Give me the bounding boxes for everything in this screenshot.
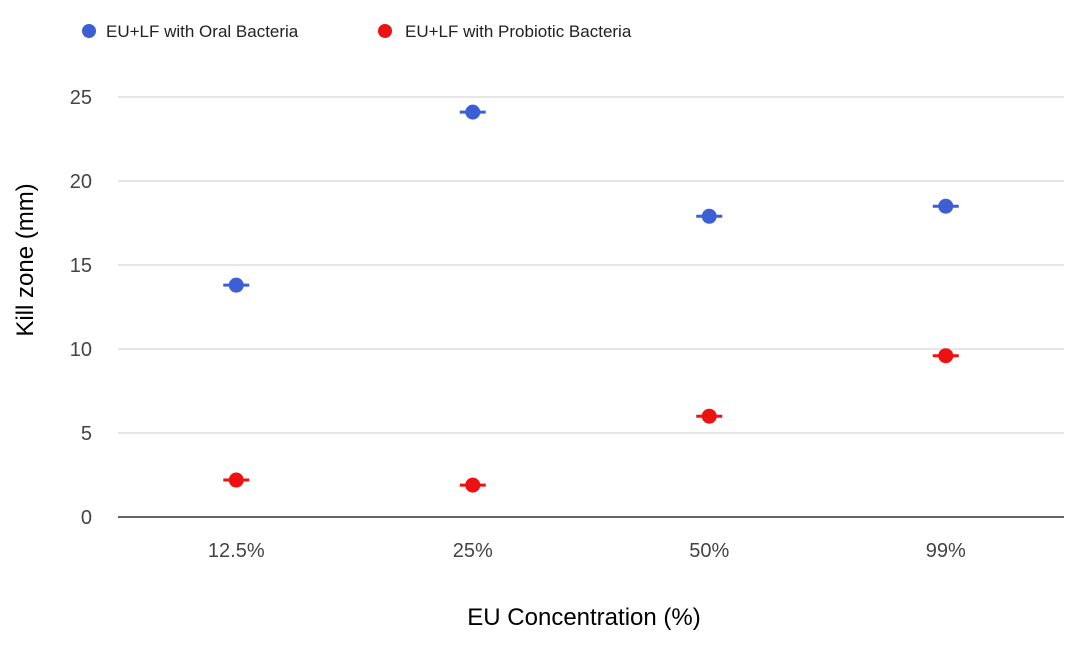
- series-probiotic: [223, 348, 959, 493]
- x-tick-label: 12.5%: [208, 540, 265, 562]
- y-tick-label: 5: [81, 423, 92, 445]
- legend-item-probiotic[interactable]: EU+LF with Probiotic Bacteria: [378, 22, 632, 41]
- data-point[interactable]: [701, 208, 717, 224]
- data-point[interactable]: [465, 477, 481, 493]
- y-tick-label: 0: [81, 507, 92, 529]
- y-axis-ticks: 0 5 10 15 20 25: [70, 87, 92, 529]
- x-axis-title: EU Concentration (%): [467, 604, 700, 631]
- x-tick-label: 25%: [453, 540, 493, 562]
- legend-label-probiotic: EU+LF with Probiotic Bacteria: [405, 22, 632, 41]
- y-tick-label: 15: [70, 255, 92, 277]
- legend-marker-probiotic: [378, 24, 392, 38]
- x-tick-label: 50%: [689, 540, 729, 562]
- x-tick-label: 99%: [926, 540, 966, 562]
- data-point[interactable]: [938, 348, 954, 364]
- y-axis-title: Kill zone (mm): [12, 183, 39, 336]
- data-point[interactable]: [228, 472, 244, 488]
- legend: EU+LF with Oral Bacteria EU+LF with Prob…: [82, 22, 632, 41]
- data-point[interactable]: [465, 104, 481, 120]
- legend-item-oral[interactable]: EU+LF with Oral Bacteria: [82, 22, 299, 41]
- x-axis-ticks: 12.5% 25% 50% 99%: [208, 540, 966, 562]
- data-point[interactable]: [228, 277, 244, 293]
- y-tick-label: 20: [70, 171, 92, 193]
- legend-marker-oral: [82, 24, 96, 38]
- legend-label-oral: EU+LF with Oral Bacteria: [106, 22, 299, 41]
- data-points: [223, 104, 959, 493]
- y-tick-label: 25: [70, 87, 92, 109]
- data-point[interactable]: [938, 198, 954, 214]
- data-point[interactable]: [701, 408, 717, 424]
- gridlines: [118, 96, 1064, 434]
- series-oral: [223, 104, 959, 293]
- y-tick-label: 10: [70, 339, 92, 361]
